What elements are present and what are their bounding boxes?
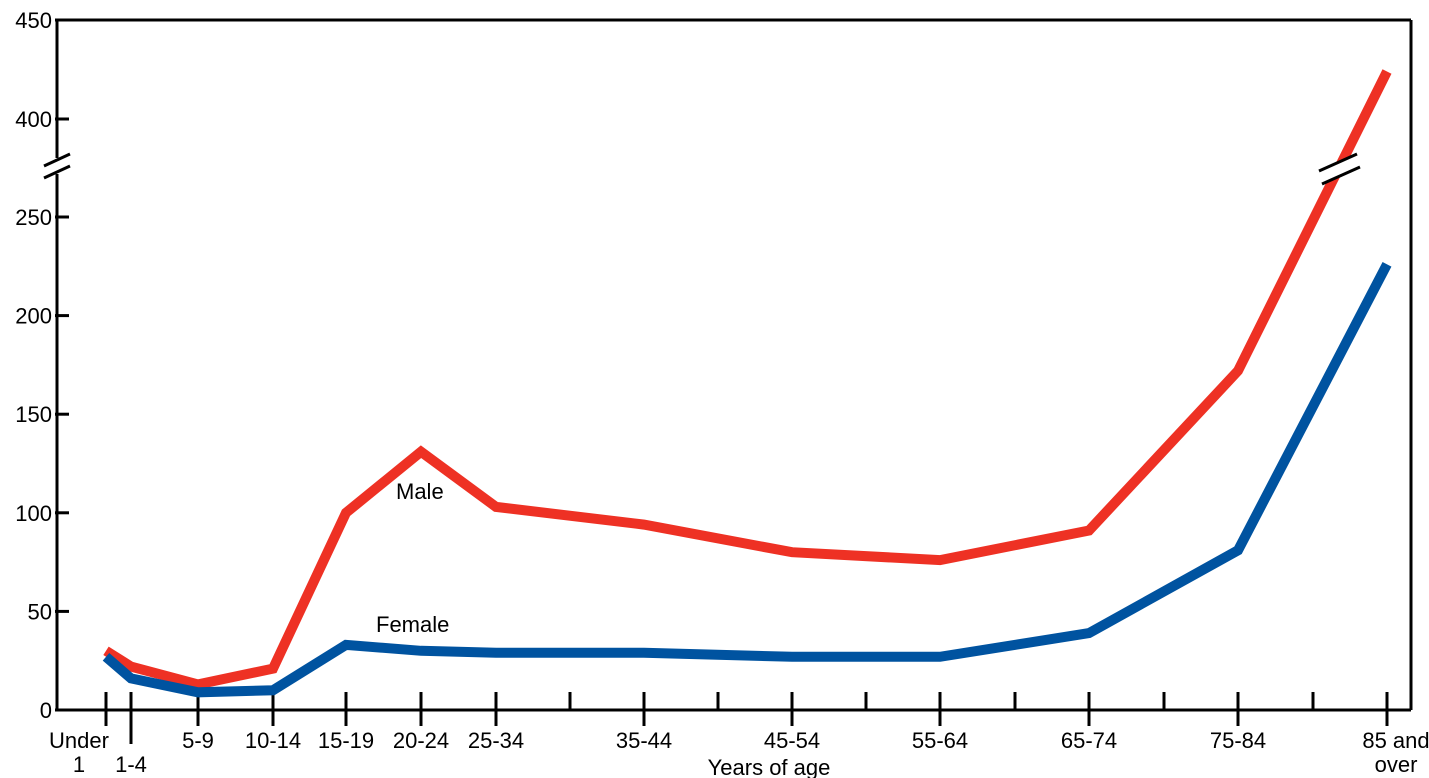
- y-tick-label: 450: [15, 8, 52, 33]
- series-break-gap: [1319, 154, 1361, 184]
- axis-breaks: [43, 152, 1361, 186]
- x-tick-label: 35-44: [616, 728, 672, 753]
- series-break-mark: [1318, 152, 1358, 173]
- series-line-male: [103, 69, 1392, 690]
- y-tick-label: 100: [15, 501, 52, 526]
- x-tick-label: 85 and: [1362, 728, 1429, 753]
- plot-frame: [55, 18, 1413, 712]
- x-tick-label: 20-24: [393, 728, 449, 753]
- x-tick-label: over: [1375, 752, 1418, 777]
- y-tick-label: 150: [15, 402, 52, 427]
- y-tick-label: 0: [40, 698, 52, 723]
- y-tick-label: 50: [28, 599, 52, 624]
- series-label-female: Female: [376, 612, 449, 637]
- x-tick-label: 75-84: [1210, 728, 1266, 753]
- x-tick-label: 5-9: [182, 728, 214, 753]
- x-tick-label: 15-19: [318, 728, 374, 753]
- y-axis-break-mark: [43, 164, 71, 180]
- x-tick-label: 1-4: [115, 752, 147, 777]
- x-tick-label: 1: [73, 752, 85, 777]
- series-break-mark: [1321, 165, 1361, 186]
- y-tick-label: 250: [15, 205, 52, 230]
- y-tick-label: 200: [15, 304, 52, 329]
- x-tick-label: 55-64: [912, 728, 968, 753]
- y-tick-label: 400: [15, 107, 52, 132]
- series-lines: [102, 69, 1392, 698]
- x-axis-label: Years of age: [708, 755, 831, 778]
- x-tick-label: 25-34: [468, 728, 524, 753]
- x-tick-label: 65-74: [1061, 728, 1117, 753]
- series-line-female: [102, 261, 1392, 698]
- y-axis-break-mark: [43, 152, 71, 168]
- x-tick-label: 10-14: [245, 728, 301, 753]
- y-axis-ticks: 0 50 100 150 200 250 400 450: [15, 8, 69, 723]
- series-label-male: Male: [396, 479, 444, 504]
- x-tick-label: 45-54: [764, 728, 820, 753]
- x-tick-label: Under: [49, 728, 109, 753]
